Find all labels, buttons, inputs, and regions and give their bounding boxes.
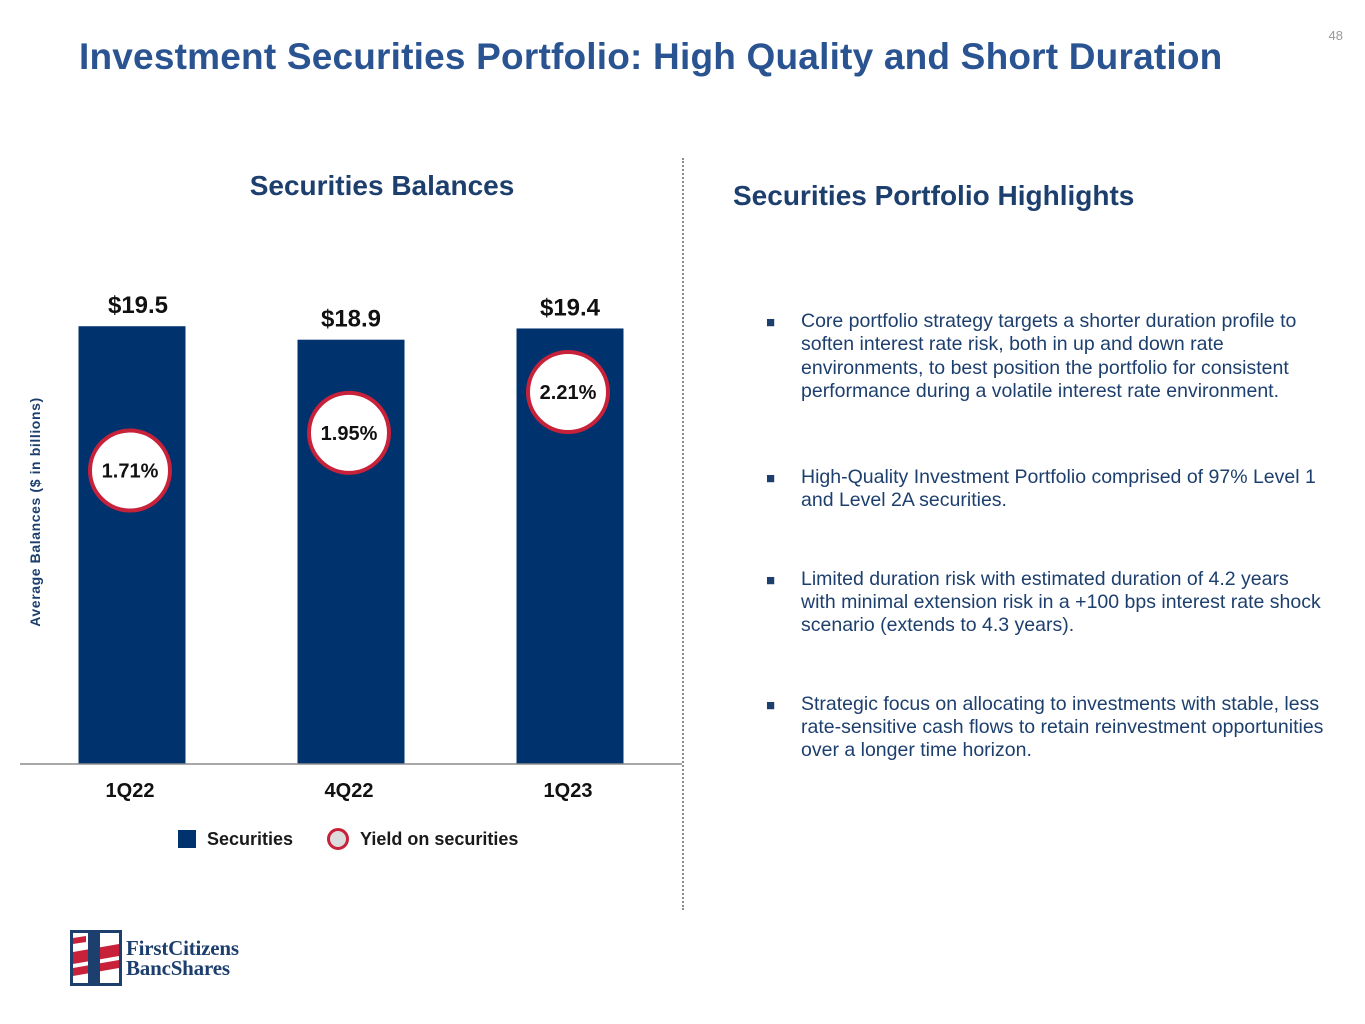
legend-item-securities: Securities: [178, 829, 293, 850]
highlights-title: Securities Portfolio Highlights: [733, 180, 1135, 211]
logo-line-2: BancShares: [126, 956, 230, 980]
highlight-item: ■ Strategic focus on allocating to inves…: [766, 693, 1326, 763]
category-label: 1Q23: [544, 780, 593, 802]
yield-marker: [526, 350, 610, 435]
square-bullet-icon: ■: [766, 470, 776, 488]
chart-legend: Securities Yield on securities: [178, 828, 552, 850]
yield-marker: [88, 428, 172, 513]
legend-item-yield: Yield on securities: [327, 828, 518, 850]
flag-logo-icon: [70, 930, 122, 986]
section-divider: [682, 158, 684, 910]
securities-swatch: [178, 830, 196, 848]
logo-line-1: FirstCitizens: [126, 936, 239, 960]
square-bullet-icon: ■: [766, 571, 776, 589]
company-logo: FirstCitizens BancShares: [70, 930, 239, 986]
bar-value-label: $18.9: [321, 306, 381, 333]
securities-balances-chart: Average Balances ($ in billions) $19.5 1Q2…: [20, 292, 682, 802]
yield-marker: [307, 390, 391, 475]
chart-title: Securities Balances: [249, 170, 515, 201]
highlight-text: High-Quality Investment Portfolio compri…: [801, 466, 1316, 512]
square-bullet-icon: ■: [766, 314, 776, 331]
category-label: 4Q22: [325, 780, 374, 802]
highlight-text: Core portfolio strategy targets a shorte…: [801, 310, 1297, 402]
square-bullet-icon: ■: [766, 696, 776, 714]
legend-label-securities: Securities: [207, 828, 294, 849]
yield-label: 2.21%: [540, 382, 597, 404]
yield-label: 1.71%: [102, 461, 159, 483]
legend-label-yield: Yield on securities: [360, 828, 519, 849]
highlight-item: ■ Core portfolio strategy targets a shor…: [766, 310, 1326, 403]
bar-1Q22: [78, 326, 186, 764]
slide-title: Investment Securities Portfolio: High Qu…: [79, 36, 1223, 77]
bar-value-label: $19.4: [540, 294, 601, 321]
yield-label: 1.95%: [321, 423, 378, 445]
highlight-item: ■ High-Quality Investment Portfolio comp…: [766, 466, 1326, 513]
page-number: 48: [1328, 28, 1343, 43]
bar-value-label: $19.5: [108, 292, 168, 319]
highlight-text: Limited duration risk with estimated dur…: [801, 567, 1321, 637]
category-label: 1Q22: [106, 780, 155, 802]
highlights-list: ■ Core portfolio strategy targets a shor…: [766, 310, 1326, 763]
highlight-text: Strategic focus on allocating to investm…: [801, 692, 1324, 762]
highlight-item: ■ Limited duration risk with estimated d…: [766, 568, 1326, 638]
y-axis-label: Average Balances ($ in billions): [27, 397, 43, 627]
logo-wordmark: FirstCitizens BancShares: [126, 936, 239, 980]
yield-swatch: [327, 828, 350, 850]
